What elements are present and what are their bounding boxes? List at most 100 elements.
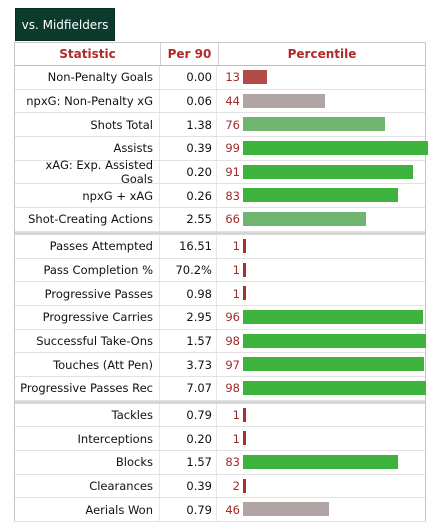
percentile-cell: 66 — [217, 208, 425, 231]
header-per90: Per 90 — [161, 43, 219, 65]
percentile-bar — [243, 188, 398, 203]
stat-name: Progressive Passes Rec — [15, 376, 160, 400]
table-row: Aerials Won 0.79 46 — [15, 498, 425, 522]
tab-vs-midfielders[interactable]: vs. Midfielders — [15, 8, 115, 41]
percentile-value: 91 — [225, 165, 240, 180]
table-row: Assists 0.39 99 — [15, 137, 428, 161]
percentile-bar — [243, 478, 246, 493]
per90-value: 16.51 — [160, 234, 217, 258]
table-row: Non-Penalty Goals 0.00 13 — [15, 66, 425, 90]
per90-value: 0.79 — [160, 403, 217, 427]
per90-value: 0.39 — [160, 474, 217, 498]
table-row: Pass Completion % 70.2% 1 — [15, 258, 425, 283]
percentile-cell: 1 — [217, 404, 425, 427]
header-percentile: Percentile — [287, 47, 357, 61]
stat-name: Successful Take-Ons — [15, 329, 160, 353]
percentile-cell: 91 — [217, 161, 425, 184]
percentile-cell: 96 — [217, 306, 425, 329]
percentile-value: 99 — [225, 141, 240, 156]
table-row: Tackles 0.79 1 — [15, 400, 425, 428]
table-row: Progressive Passes Rec 7.07 98 — [15, 376, 426, 401]
percentile-cell: 13 — [217, 66, 425, 89]
per90-value: 1.57 — [160, 451, 217, 474]
per90-value: 0.00 — [160, 66, 217, 89]
stat-name: Interceptions — [15, 427, 160, 450]
stat-name: Tackles — [15, 403, 160, 427]
percentile-cell: 44 — [217, 90, 425, 113]
percentile-value: 66 — [225, 212, 240, 227]
stat-name: Shot-Creating Actions — [15, 208, 160, 231]
percentile-value: 1 — [232, 407, 240, 422]
table-row: xAG: Exp. Assisted Goals 0.20 91 — [15, 158, 425, 186]
stat-name: Shots Total — [15, 113, 160, 137]
percentile-cell: 98 — [217, 377, 426, 400]
stat-name: npxG + xAG — [15, 184, 160, 208]
percentile-value: 13 — [225, 70, 240, 85]
percentile-bar — [243, 286, 246, 301]
percentile-value: 96 — [225, 310, 240, 325]
percentile-cell: 83 — [217, 451, 425, 474]
stat-name: Assists — [15, 137, 160, 160]
percentile-value: 97 — [225, 357, 240, 372]
table-row: Successful Take-Ons 1.57 98 — [15, 329, 426, 354]
table-row: Progressive Passes 0.98 1 — [15, 282, 425, 306]
table-header: Statistic Per 90 Percentile — [15, 43, 425, 66]
stat-name: xAG: Exp. Assisted Goals — [15, 158, 160, 186]
percentile-value: 83 — [225, 188, 240, 203]
table-row: Shots Total 1.38 76 — [15, 113, 425, 138]
percentile-value: 76 — [225, 117, 240, 132]
per90-value: 0.26 — [160, 184, 217, 208]
stat-name: Blocks — [15, 451, 160, 474]
per90-value: 1.38 — [160, 113, 217, 137]
percentile-bar — [243, 309, 423, 324]
stat-name: Touches (Att Pen) — [15, 353, 160, 376]
per90-value: 0.20 — [160, 160, 217, 184]
per90-value: 3.73 — [160, 353, 217, 376]
stat-name: Progressive Passes — [15, 282, 160, 305]
percentile-cell: 1 — [217, 235, 425, 258]
per90-value: 0.39 — [160, 137, 217, 160]
percentile-value: 83 — [225, 455, 240, 470]
table-row: Interceptions 0.20 1 — [15, 427, 425, 451]
stat-name: npxG: Non-Penalty xG — [15, 89, 160, 113]
percentile-bar — [243, 238, 246, 253]
percentile-cell: 1 — [217, 427, 425, 450]
table-row: Passes Attempted 16.51 1 — [15, 231, 425, 259]
percentile-value: 1 — [232, 431, 240, 446]
per90-value: 2.95 — [160, 305, 217, 329]
table-row: Shot-Creating Actions 2.55 66 — [15, 208, 425, 232]
percentile-bar — [243, 93, 325, 108]
table-body: Non-Penalty Goals 0.00 13 npxG: Non-Penalty… — [15, 66, 428, 522]
percentile-cell: 1 — [217, 282, 425, 305]
percentile-bar — [243, 431, 246, 446]
header-statistic: Statistic — [15, 43, 161, 65]
per90-value: 0.98 — [160, 282, 217, 305]
percentile-bar — [243, 117, 385, 132]
stat-name: Passes Attempted — [15, 234, 160, 258]
percentile-cell: 1 — [217, 259, 425, 282]
percentile-bar — [243, 70, 267, 84]
stat-name: Clearances — [15, 474, 160, 498]
percentile-bar — [243, 502, 329, 517]
percentile-value: 44 — [225, 94, 240, 109]
per90-value: 1.57 — [160, 329, 217, 353]
percentile-bar — [243, 407, 246, 422]
percentile-value: 1 — [232, 239, 240, 254]
percentile-bar — [243, 141, 428, 156]
per90-value: 2.55 — [160, 208, 217, 231]
per90-value: 0.20 — [160, 427, 217, 450]
percentile-value: 98 — [225, 333, 240, 348]
stat-name: Non-Penalty Goals — [15, 66, 160, 89]
percentile-bar — [243, 357, 424, 372]
table-row: Clearances 0.39 2 — [15, 474, 425, 499]
percentile-cell: 76 — [217, 113, 425, 136]
percentile-cell: 99 — [217, 137, 428, 160]
scouting-report-table: Statistic Per 90 Percentile Non-Penalty … — [14, 42, 428, 522]
percentile-bar — [243, 164, 413, 179]
per90-value: 70.2% — [160, 258, 217, 282]
stat-name: Progressive Carries — [15, 305, 160, 329]
percentile-value: 1 — [232, 262, 240, 277]
table-row: Blocks 1.57 83 — [15, 451, 425, 475]
percentile-cell: 98 — [217, 330, 426, 353]
percentile-cell: 2 — [217, 475, 425, 498]
